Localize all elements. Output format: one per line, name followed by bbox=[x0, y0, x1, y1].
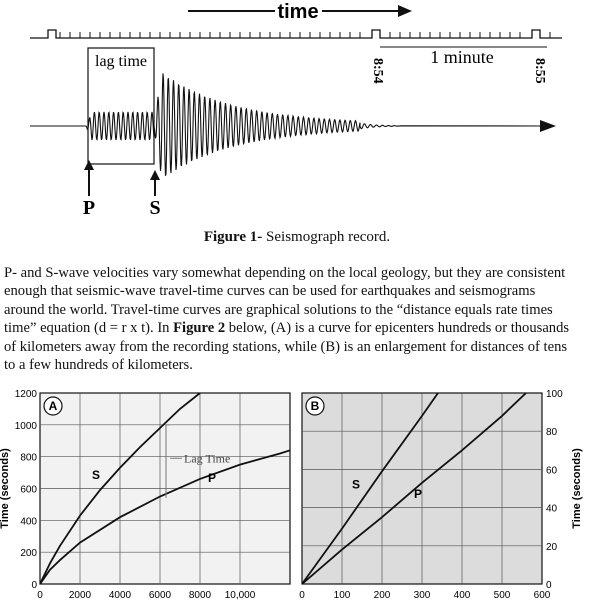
paragraph-line: enough that seismic-wave travel-time cur… bbox=[4, 283, 536, 300]
panel-label: A bbox=[49, 399, 58, 413]
x-tick-label: 300 bbox=[414, 590, 431, 601]
x-tick-label: 500 bbox=[494, 590, 511, 601]
paragraph-line: around the world. Travel-time curves are… bbox=[4, 301, 553, 318]
figure1-caption-text: Seismograph record. bbox=[262, 229, 391, 245]
x-tick-label: 0 bbox=[299, 590, 305, 601]
timing-strip bbox=[30, 29, 562, 39]
series-line-s bbox=[302, 393, 439, 584]
y-axis-label: Time (seconds) bbox=[571, 448, 583, 529]
y-axis-label: Time (seconds) bbox=[0, 448, 11, 529]
paragraph-line: P- and S-wave velocities vary somewhat d… bbox=[4, 265, 566, 281]
x-tick-label: 100 bbox=[334, 590, 351, 601]
y-tick-label: 1200 bbox=[15, 389, 38, 400]
series-label-p: P bbox=[414, 487, 422, 501]
lag-time-label: lag time bbox=[95, 53, 147, 70]
panel-badge bbox=[43, 396, 63, 416]
panel-badge bbox=[305, 396, 325, 416]
y-tick-label: 0 bbox=[546, 580, 552, 591]
series-line-s bbox=[40, 393, 201, 584]
figure2-reference: Figure 2 bbox=[173, 320, 226, 337]
s-wave-label: S bbox=[149, 197, 160, 219]
y-tick-label: 200 bbox=[20, 548, 37, 559]
waveform-arrowhead bbox=[540, 120, 556, 132]
y-tick-label: 60 bbox=[546, 465, 558, 476]
y-tick-label: 80 bbox=[546, 427, 558, 438]
panel-label: B bbox=[311, 399, 320, 413]
seismic-waveform bbox=[30, 73, 543, 176]
s-arrowhead bbox=[150, 170, 160, 180]
x-tick-label: 4000 bbox=[109, 590, 132, 601]
y-tick-label: 400 bbox=[20, 516, 37, 527]
time-855-label: 8:55 bbox=[532, 58, 547, 84]
y-tick-label: 600 bbox=[20, 485, 37, 496]
body-paragraph: P- and S-wave velocities vary somewhat d… bbox=[4, 264, 592, 374]
series-label-p: P bbox=[208, 471, 216, 485]
p-arrowhead bbox=[84, 160, 94, 170]
travel-time-charts: 0 2000 4000 6000 8000 10,00002004006008001000… bbox=[0, 389, 583, 601]
paragraph-line: to a few hundreds of kilometers. bbox=[4, 357, 193, 374]
seismograph-figure: time 1 minute 8:54 8:55 lag time P S bbox=[30, 1, 562, 219]
paragraph-line-part: below, (A) is a curve for epicenters hun… bbox=[225, 320, 570, 337]
series-label-s: S bbox=[352, 478, 360, 492]
figure1-caption-bold: Figure 1- bbox=[203, 229, 263, 245]
x-tick-label: 2000 bbox=[69, 590, 92, 601]
y-tick-label: 0 bbox=[31, 580, 37, 591]
series-line-p bbox=[302, 393, 527, 584]
figure1-caption: Figure 1- Seismograph record. bbox=[0, 229, 594, 246]
x-tick-label: 8000 bbox=[189, 590, 212, 601]
series-line-p bbox=[40, 449, 290, 584]
paragraph-line: of kilometers away from the recording st… bbox=[4, 338, 568, 355]
x-tick-label: 400 bbox=[454, 590, 471, 601]
y-tick-label: 1000 bbox=[15, 421, 38, 432]
y-tick-label: 40 bbox=[546, 504, 558, 515]
y-tick-label: 20 bbox=[546, 542, 558, 553]
y-tick-label: 100 bbox=[546, 389, 563, 400]
x-tick-label: 600 bbox=[534, 590, 551, 601]
x-tick-label: 0 bbox=[37, 590, 43, 601]
timing-strip-line bbox=[30, 29, 562, 39]
chart-a: 0 2000 4000 6000 8000 10,000 0 200 400 600 800 1000… bbox=[0, 389, 291, 601]
lag-time-box bbox=[87, 47, 155, 165]
paragraph-line-part: time” equation (d = r x t). In bbox=[4, 320, 174, 337]
time-label: time bbox=[277, 1, 318, 23]
x-tick-label: 200 bbox=[374, 590, 391, 601]
series-label-s: S bbox=[92, 468, 100, 482]
lag-time-annotation: Lag Time bbox=[184, 451, 230, 465]
paragraph-line: time” equation (d = r x t). In Figure 2 … bbox=[4, 319, 592, 337]
p-wave-label: P bbox=[83, 197, 95, 219]
one-minute-label: 1 minute bbox=[430, 47, 494, 67]
time-arrowhead bbox=[398, 5, 412, 17]
x-tick-label: 6000 bbox=[149, 590, 172, 601]
x-tick-label: 10,000 bbox=[225, 590, 256, 601]
time-854-label: 8:54 bbox=[370, 58, 385, 84]
y-tick-label: 800 bbox=[20, 453, 37, 464]
